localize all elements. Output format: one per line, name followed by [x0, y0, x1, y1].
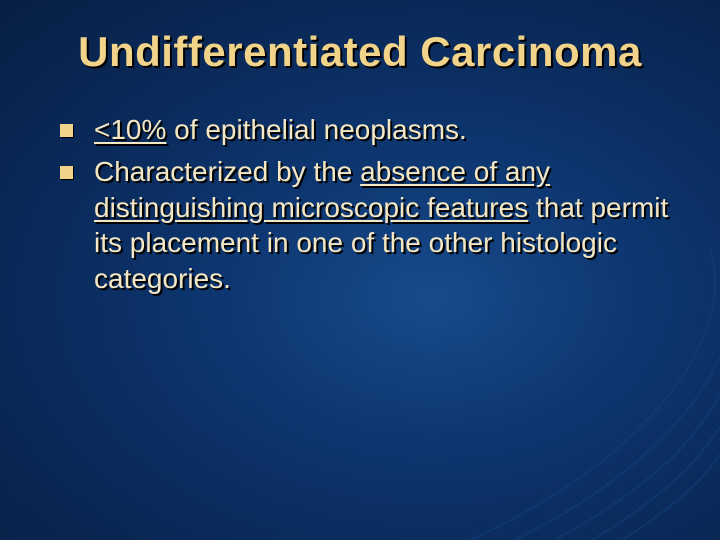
bullet-list: <10% of epithelial neoplasms. Characteri…	[48, 112, 672, 297]
bullet-text: of epithelial neoplasms.	[166, 114, 466, 145]
bullet-item: <10% of epithelial neoplasms.	[54, 112, 672, 148]
bullet-text-pre: Characterized by the	[94, 156, 360, 187]
bullet-item: Characterized by the absence of any dist…	[54, 154, 672, 297]
slide-title: Undifferentiated Carcinoma	[48, 28, 672, 76]
bullet-underlined: <10%	[94, 114, 166, 145]
slide-content: Undifferentiated Carcinoma <10% of epith…	[0, 0, 720, 297]
